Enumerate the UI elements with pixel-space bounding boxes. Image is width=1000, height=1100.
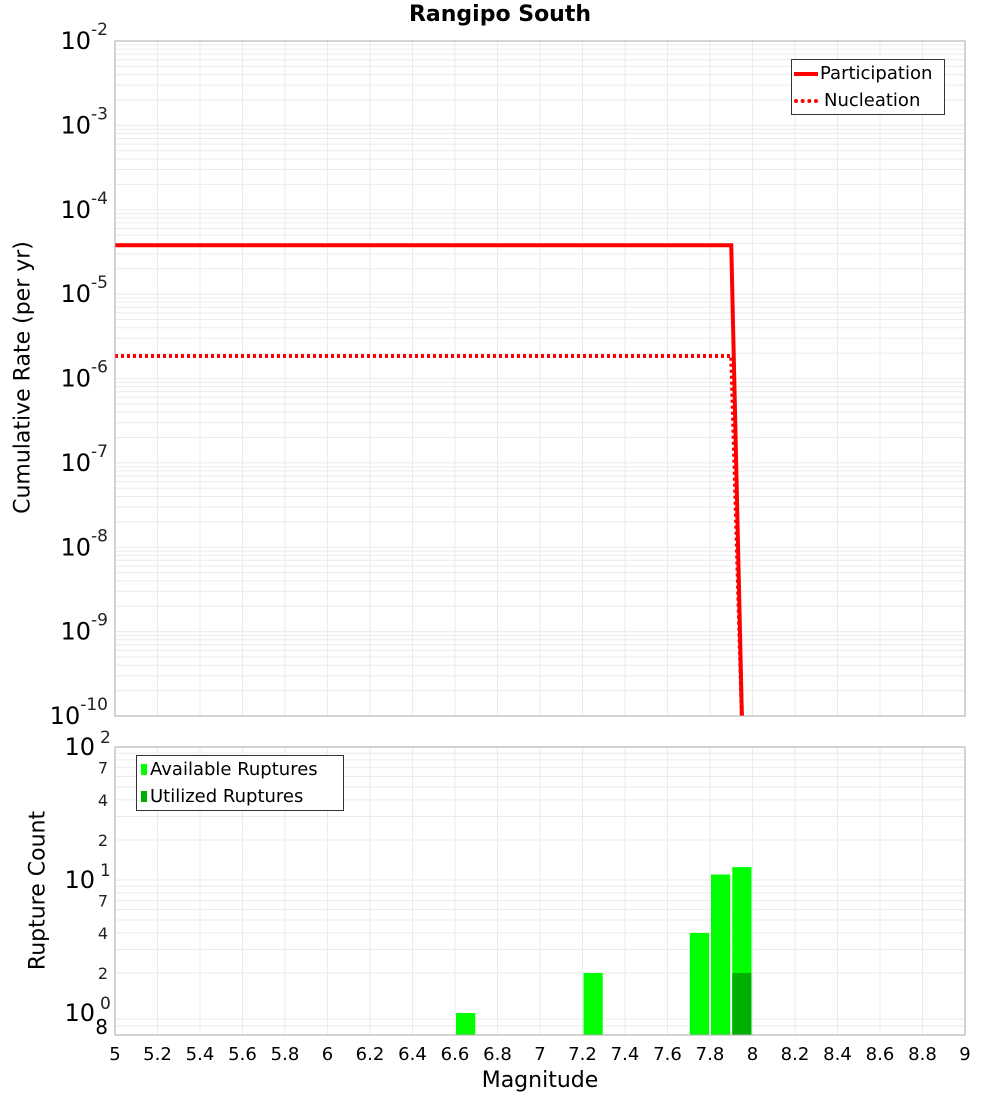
y-minor-tick-label: 2 <box>98 964 108 983</box>
dotted-line-icon <box>794 98 818 103</box>
y-tick-exponent: 2 <box>100 728 111 748</box>
y-minor-tick-label: 4 <box>98 791 108 810</box>
x-tick-label: 7 <box>534 1044 545 1065</box>
bottom-legend: Available Ruptures Utilized Ruptures <box>136 755 344 811</box>
y-tick-label: 10-9 <box>61 611 109 646</box>
y-tick-label: 10-7 <box>61 442 109 477</box>
x-tick-label: 7.8 <box>696 1044 725 1065</box>
x-tick-label: 6.4 <box>398 1044 427 1065</box>
y-tick-label: 10 <box>64 733 95 761</box>
chart-title: Rangipo South <box>408 2 592 27</box>
legend-item-available: Available Ruptures <box>137 756 343 783</box>
legend-item-nucleation: Nucleation <box>792 87 944 114</box>
legend-label: Utilized Ruptures <box>150 786 304 807</box>
x-tick-label: 5 <box>109 1044 120 1065</box>
y-minor-tick-label: 2 <box>98 831 108 850</box>
x-tick-label: 5.2 <box>143 1044 172 1065</box>
top-legend: Participation Nucleation <box>791 59 945 115</box>
x-axis-label: Magnitude <box>481 1068 599 1093</box>
solid-line-icon <box>794 71 818 76</box>
legend-item-participation: Participation <box>792 60 944 87</box>
y-tick-label: 10-8 <box>61 526 109 561</box>
x-tick-label: 6.6 <box>441 1044 470 1065</box>
utilized-bar <box>732 972 752 1035</box>
top-plot-area: 10-2 10-3 10-4 10-5 10-6 10-7 10-8 10-9 10-10 <box>50 20 966 730</box>
y-minor-tick-label: 7 <box>98 892 108 911</box>
y-tick-label: 10 <box>64 866 95 894</box>
legend-label: Available Ruptures <box>150 759 318 780</box>
y-tick-label: 10-3 <box>61 104 109 139</box>
x-tick-label: 7.4 <box>611 1044 640 1065</box>
green-square-icon <box>141 764 147 775</box>
x-tick-label: 9 <box>959 1044 970 1065</box>
x-tick-label: 8.2 <box>781 1044 810 1065</box>
y-tick-label: 10-5 <box>61 273 109 308</box>
legend-label: Participation <box>820 63 933 84</box>
nucleation-line <box>115 353 744 717</box>
y-minor-tick-label: 4 <box>98 924 108 943</box>
bottom-plot-border <box>114 746 966 1036</box>
x-tick-label: 8.8 <box>908 1044 937 1065</box>
available-bar <box>583 972 603 1035</box>
y-minor-tick-label: 8 <box>95 1015 108 1039</box>
y-tick-label: 10-4 <box>61 189 109 224</box>
x-tick-label: 5.6 <box>228 1044 257 1065</box>
top-y-axis-label: Cumulative Rate (per yr) <box>10 241 36 514</box>
legend-label: Nucleation <box>824 90 921 111</box>
available-bar <box>456 1013 476 1035</box>
y-tick-label: 10-2 <box>61 20 109 55</box>
x-tick-label: 5.8 <box>271 1044 300 1065</box>
bottom-y-axis-label: Rupture Count <box>25 810 51 971</box>
y-tick-label: 10-6 <box>61 358 109 393</box>
y-tick-label: 10 <box>64 999 95 1027</box>
top-plot-border <box>114 40 966 717</box>
x-tick-label: 7.2 <box>568 1044 597 1065</box>
y-tick-exponent: 1 <box>100 861 111 881</box>
x-tick-label: 8.6 <box>866 1044 895 1065</box>
y-minor-tick-label: 7 <box>98 759 108 778</box>
legend-item-utilized: Utilized Ruptures <box>137 783 343 810</box>
x-tick-label: 6.8 <box>483 1044 512 1065</box>
x-tick-label: 6.2 <box>356 1044 385 1065</box>
x-tick-label: 8.4 <box>823 1044 852 1065</box>
y-tick-label: 10-10 <box>50 695 108 730</box>
x-tick-label: 6 <box>322 1044 333 1065</box>
x-tick-label: 5.4 <box>186 1044 215 1065</box>
x-tick-label: 7.6 <box>653 1044 682 1065</box>
y-tick-exponent: 0 <box>100 994 111 1014</box>
dark-green-square-icon <box>141 791 147 802</box>
available-bar <box>711 874 731 1035</box>
participation-line <box>115 243 744 717</box>
available-bar <box>689 932 709 1035</box>
x-tick-label: 8 <box>747 1044 758 1065</box>
